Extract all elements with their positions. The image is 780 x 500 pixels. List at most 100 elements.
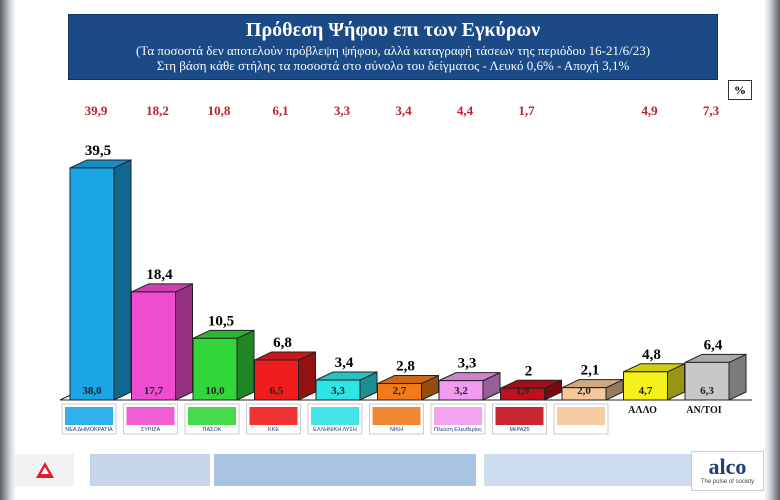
- comparison-value-label: 3,3: [334, 103, 351, 118]
- category-label: ΜέΡΑ25: [492, 403, 547, 435]
- bar-base-label: 6,3: [700, 385, 714, 397]
- category-label: [553, 403, 609, 435]
- alco-logo: alco The pulse of society: [691, 451, 764, 491]
- comparison-value-label: 6,1: [272, 103, 288, 118]
- bar-value-label: 18,4: [146, 267, 173, 283]
- bar-base-label: 10,0: [205, 385, 225, 397]
- comparison-value-label: 4,9: [641, 103, 658, 118]
- comparison-value-label: 10,8: [208, 103, 231, 118]
- bar: [500, 387, 545, 401]
- bar-side: [175, 283, 193, 401]
- bar-group: 10,5 10,0 10,8: [192, 103, 255, 401]
- party-logo-text: ΝΙΚΗ: [390, 427, 403, 433]
- bar: [254, 359, 299, 401]
- party-logo-text: ΣΥΡΙΖΑ: [141, 427, 161, 433]
- footer-strip: [14, 454, 766, 486]
- bar: [684, 361, 730, 401]
- footer-segment: [484, 454, 694, 486]
- bar-base-label: 17,7: [144, 385, 164, 397]
- category-label: ΝΙΚΗ: [369, 403, 424, 435]
- bar: [69, 167, 115, 401]
- chart-header: Πρόθεση Ψήφου επι των Εγκύρων (Τα ποσοστ…: [68, 14, 718, 80]
- bar-group: 3,4 3,3 3,3: [315, 103, 378, 401]
- bar-value-label: 6,4: [704, 337, 723, 353]
- party-logo-icon: [495, 407, 544, 425]
- category-label: ΑΝ/ΤΟΙ: [686, 405, 721, 416]
- chart-title: Πρόθεση Ψήφου επι των Εγκύρων: [245, 19, 541, 41]
- party-logo-icon: [372, 407, 421, 425]
- bar-base-label: 3,3: [331, 385, 345, 397]
- bar: [315, 379, 361, 401]
- bar-group: 39,5 38,0 39,9: [69, 103, 132, 401]
- bar-value-label: 4,8: [642, 347, 661, 363]
- category-label: ΑΛΛΟ: [628, 405, 657, 416]
- bar: [131, 291, 176, 401]
- bar-side: [236, 329, 255, 401]
- footer-logo: [14, 454, 74, 486]
- category-label: ΣΥΡΙΖΑ: [123, 403, 178, 435]
- party-logo-text: ΠΑΣΟΚ: [203, 427, 222, 433]
- bar-group: 6,4 6,3 7,3: [684, 103, 747, 401]
- category-text: ΑΝ/ΤΟΙ: [686, 405, 721, 416]
- bar-group: 2,1 2,0: [561, 363, 624, 401]
- bar-group: 3,3 3,2 4,4: [438, 103, 501, 401]
- party-logo-icon: [249, 407, 298, 425]
- bar-group: 2 1,9 1,7: [500, 103, 562, 401]
- category-text: ΑΛΛΟ: [628, 405, 657, 416]
- comparison-value-label: 3,4: [395, 103, 412, 118]
- chart-subtitle: (Τα ποσοστά δεν αποτελούν πρόβλεψη ψήφου…: [135, 43, 651, 58]
- footer-segment: [90, 454, 210, 486]
- bar-group: 2,8 2,7 3,4: [377, 103, 439, 401]
- party-logo-text: ΝΕΑ ΔΗΜΟΚΡΑΤΙΑ: [65, 427, 113, 433]
- bar-base-label: 2,7: [393, 385, 407, 397]
- bar-value-label: 2,8: [396, 359, 415, 375]
- bar-value-label: 3,4: [335, 355, 354, 371]
- chart-note: Στη βάση κάθε στήλης τα ποσοστά στο σύνο…: [156, 58, 630, 73]
- comparison-value-label: 7,3: [703, 103, 720, 118]
- bar-group: 18,4 17,7 18,2: [131, 103, 193, 401]
- bar-base-label: 3,2: [454, 385, 468, 397]
- bar: [623, 371, 668, 401]
- comparison-value-label: 1,7: [518, 103, 535, 118]
- party-logo-text: ΚΚΕ: [268, 427, 279, 433]
- party-logo-icon: [557, 407, 605, 425]
- comparison-value-label: 4,4: [457, 103, 474, 118]
- bar-value-label: 10,5: [208, 313, 234, 329]
- party-logo-text: Πλεύση Ελευθερίας: [434, 426, 482, 433]
- bar-base-label: 1,9: [516, 385, 530, 397]
- category-label: ΚΚΕ: [246, 403, 301, 435]
- comparison-value-label: 18,2: [146, 103, 169, 118]
- channel-logo-icon: [36, 462, 54, 478]
- bar: [377, 383, 422, 401]
- category-label: ΕΛΛΗΝΙΚΗ ΛΥΣΗ: [307, 403, 363, 435]
- party-logo-text: ΜέΡΑ25: [509, 426, 529, 433]
- bar-group: 4,8 4,7 4,9: [623, 103, 685, 401]
- bar-side: [113, 159, 132, 401]
- bar-base-label: 2,0: [577, 385, 591, 397]
- party-logo-icon: [188, 407, 236, 425]
- bar-value-label: 6,8: [273, 335, 292, 351]
- party-logo-icon: [311, 407, 359, 425]
- bar-base-label: 4,7: [639, 385, 653, 397]
- category-label: Πλεύση Ελευθερίας: [430, 403, 486, 435]
- bar-value-label: 2,1: [581, 363, 600, 379]
- footer-segment: [214, 454, 476, 486]
- bar-value-label: 3,3: [458, 356, 477, 372]
- bar-group: 6,8 6,5 6,1: [254, 103, 316, 401]
- alco-brand: alco: [708, 454, 747, 479]
- bar: [192, 337, 238, 401]
- bar-base-label: 6,5: [270, 385, 284, 397]
- unit-label: %: [728, 80, 752, 100]
- bar-value-label: 39,5: [85, 143, 111, 159]
- bar: [438, 380, 484, 401]
- party-logo-icon: [434, 407, 482, 425]
- party-logo-text: ΕΛΛΗΝΙΚΗ ΛΥΣΗ: [313, 427, 357, 433]
- party-logo-icon: [126, 407, 175, 425]
- bar-value-label: 2: [525, 363, 533, 379]
- party-logo-icon: [65, 407, 113, 425]
- category-label: ΠΑΣΟΚ: [184, 403, 240, 435]
- alco-tagline: The pulse of society: [700, 479, 755, 485]
- bar-base-label: 38,0: [82, 385, 102, 397]
- category-label: ΝΕΑ ΔΗΜΟΚΡΑΤΙΑ: [61, 403, 117, 435]
